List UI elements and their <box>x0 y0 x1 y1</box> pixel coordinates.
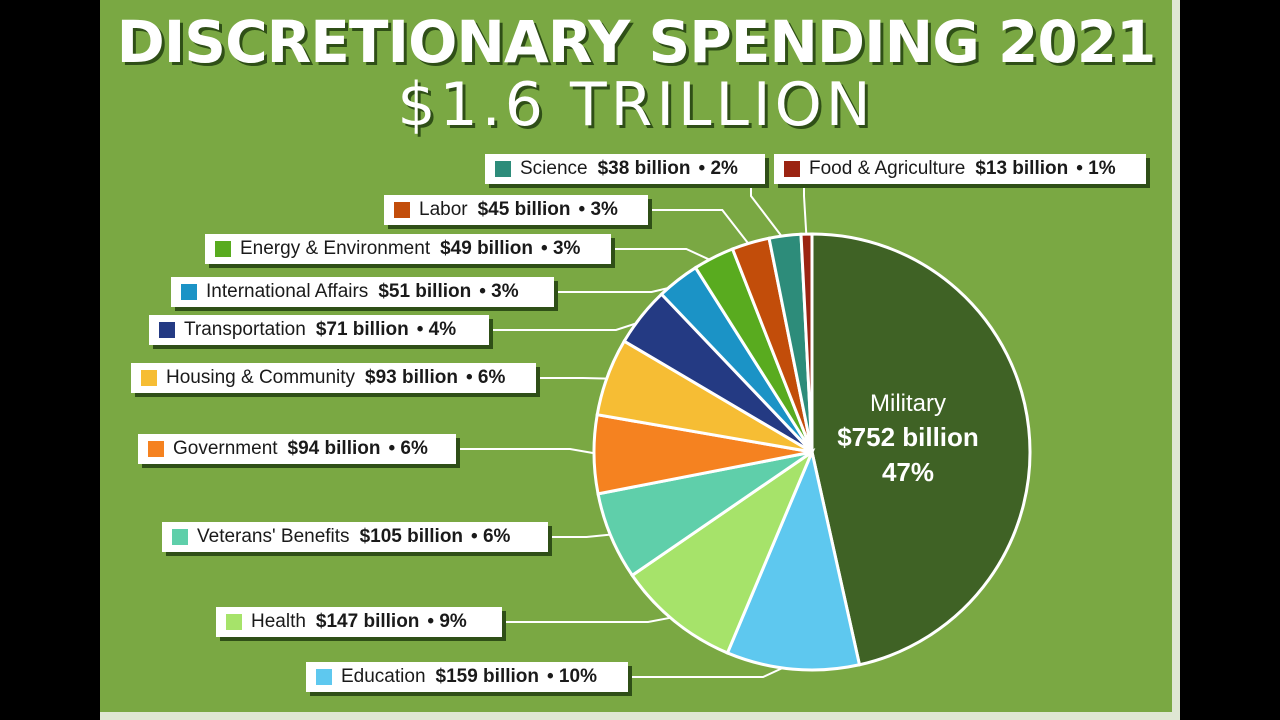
slice-label: Transportation $71 billion • 4% <box>149 315 489 345</box>
slice-percent: • 6% <box>388 438 428 459</box>
slice-percent: • 10% <box>547 666 597 687</box>
slice-value: $13 billion <box>975 158 1069 179</box>
leader-line <box>536 377 614 380</box>
military-percent: 47% <box>881 457 935 487</box>
slice-value: $45 billion <box>477 199 571 220</box>
slice-label: Food & Agriculture $13 billion • 1% <box>774 154 1146 184</box>
slice-health <box>630 447 816 655</box>
leader-line <box>502 615 679 623</box>
military-name: Military <box>870 390 946 417</box>
leader-line <box>611 248 717 264</box>
slice-value: $51 billion <box>378 281 472 302</box>
leader-line <box>456 448 601 456</box>
military-label: Military $752 billion 47% <box>818 390 998 488</box>
slice-name: Transportation <box>184 319 306 340</box>
legend-swatch <box>159 322 175 338</box>
slice-label: Government $94 billion • 6% <box>138 434 456 464</box>
legend-swatch <box>316 669 332 685</box>
slice-name: Energy & Environment <box>240 238 431 259</box>
leader-line <box>750 184 787 243</box>
slice-label: Veterans' Benefits $105 billion • 6% <box>162 522 548 552</box>
slice-label: International Affairs $51 billion • 3% <box>171 277 554 307</box>
legend-swatch <box>181 284 197 300</box>
slice-value: $71 billion <box>315 319 409 340</box>
chart-subtitle: $1.6 TRILLION <box>397 70 875 140</box>
slice-label: Education $159 billion • 10% <box>306 662 628 692</box>
legend-swatch <box>172 529 188 545</box>
legend-swatch <box>394 202 410 218</box>
legend-swatch <box>148 441 164 457</box>
slice-name: Government <box>173 438 278 459</box>
slice-value: $38 billion <box>597 158 691 179</box>
legend-swatch <box>226 614 242 630</box>
slice-name: Science <box>520 158 588 179</box>
slice-percent: • 6% <box>465 367 506 388</box>
slice-education <box>725 447 862 672</box>
slice-name: Education <box>341 666 426 687</box>
leader-line <box>554 283 682 293</box>
leader-line <box>803 184 808 241</box>
slice-percent: • 1% <box>1076 158 1116 179</box>
slice-name: Labor <box>419 199 468 220</box>
slice-value: $49 billion <box>440 238 534 259</box>
slice-value: $105 billion <box>359 526 464 547</box>
military-value: $752 billion <box>837 422 979 452</box>
slice-value: $159 billion <box>435 666 539 687</box>
slice-name: Housing & Community <box>166 367 356 388</box>
leader-line <box>648 209 754 250</box>
chart-title: DISCRETIONARY SPENDING 2021 <box>116 8 1157 76</box>
leader-line <box>548 533 617 538</box>
slice-label: Science $38 billion • 2% <box>485 154 765 184</box>
slice-label: Energy & Environment $49 billion • 3% <box>205 234 611 264</box>
slice-name: International Affairs <box>206 281 369 302</box>
panel-bottom-edge <box>100 712 1180 720</box>
slice-percent: • 9% <box>427 611 467 632</box>
leader-line <box>489 319 647 331</box>
slice-percent: • 3% <box>541 238 581 259</box>
slice-percent: • 6% <box>471 526 511 547</box>
slice-name: Food & Agriculture <box>809 158 966 179</box>
slice-value: $147 billion <box>315 611 420 632</box>
slice-percent: • 3% <box>479 281 519 302</box>
slice-name: Health <box>251 611 306 632</box>
slice-label: Labor $45 billion • 3% <box>384 195 648 225</box>
slice-percent: • 3% <box>578 199 618 220</box>
slice-military <box>810 232 1032 667</box>
slice-label: Housing & Community $93 billion • 6% <box>131 363 536 393</box>
slice-value: $93 billion <box>365 367 458 388</box>
legend-swatch <box>141 370 157 386</box>
pie-slices <box>592 232 1032 672</box>
legend-swatch <box>495 161 511 177</box>
panel-edge <box>1172 0 1180 720</box>
legend-swatch <box>784 161 800 177</box>
slice-value: $94 billion <box>287 438 381 459</box>
legend-swatch <box>215 241 231 257</box>
slice-food-agriculture <box>799 232 814 453</box>
slice-name: Veterans' Benefits <box>197 526 350 547</box>
slice-percent: • 4% <box>416 319 457 340</box>
slice-percent: • 2% <box>698 158 738 179</box>
slice-label: Health $147 billion • 9% <box>216 607 502 637</box>
